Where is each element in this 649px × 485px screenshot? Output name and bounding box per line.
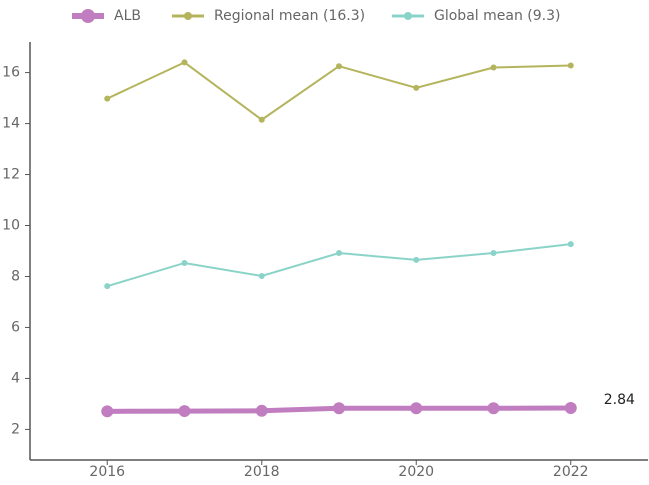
point: [490, 64, 497, 71]
x-tick-label: 2022: [553, 464, 589, 480]
y-tick-label: 14: [2, 116, 20, 132]
point: [490, 250, 497, 257]
y-tick-label: 2: [11, 421, 20, 437]
legend-label: Regional mean (16.3): [214, 8, 365, 24]
point: [567, 62, 574, 69]
legend-marker: [184, 12, 192, 20]
point: [336, 63, 342, 70]
point: [336, 250, 342, 257]
y-tick-label: 4: [11, 370, 20, 386]
point: [178, 405, 191, 418]
y-tick-label: 16: [2, 65, 20, 81]
legend-label: Global mean (9.3): [434, 8, 560, 24]
point: [101, 405, 114, 418]
y-tick-label: 10: [2, 218, 20, 234]
x-tick-label: 2016: [89, 464, 125, 480]
point: [181, 59, 188, 66]
point: [258, 272, 265, 279]
point: [564, 402, 577, 415]
value-label: 2.84: [604, 392, 635, 408]
point: [413, 84, 420, 91]
point: [104, 283, 111, 290]
x-tick-label: 2018: [244, 464, 280, 480]
point: [410, 402, 423, 415]
point: [413, 256, 420, 263]
point: [255, 404, 268, 417]
series-line: [106, 61, 571, 121]
x-tick-label: 2020: [398, 464, 434, 480]
point: [567, 241, 574, 248]
point: [487, 402, 500, 415]
legend-label: ALB: [114, 8, 141, 24]
point: [258, 116, 265, 123]
y-tick-label: 8: [11, 268, 20, 284]
y-tick-label: 6: [11, 319, 20, 335]
legend-marker: [81, 9, 95, 23]
point: [181, 259, 188, 266]
point: [104, 95, 111, 102]
point: [333, 402, 345, 415]
y-tick-label: 12: [2, 167, 20, 183]
legend-marker: [404, 12, 412, 20]
